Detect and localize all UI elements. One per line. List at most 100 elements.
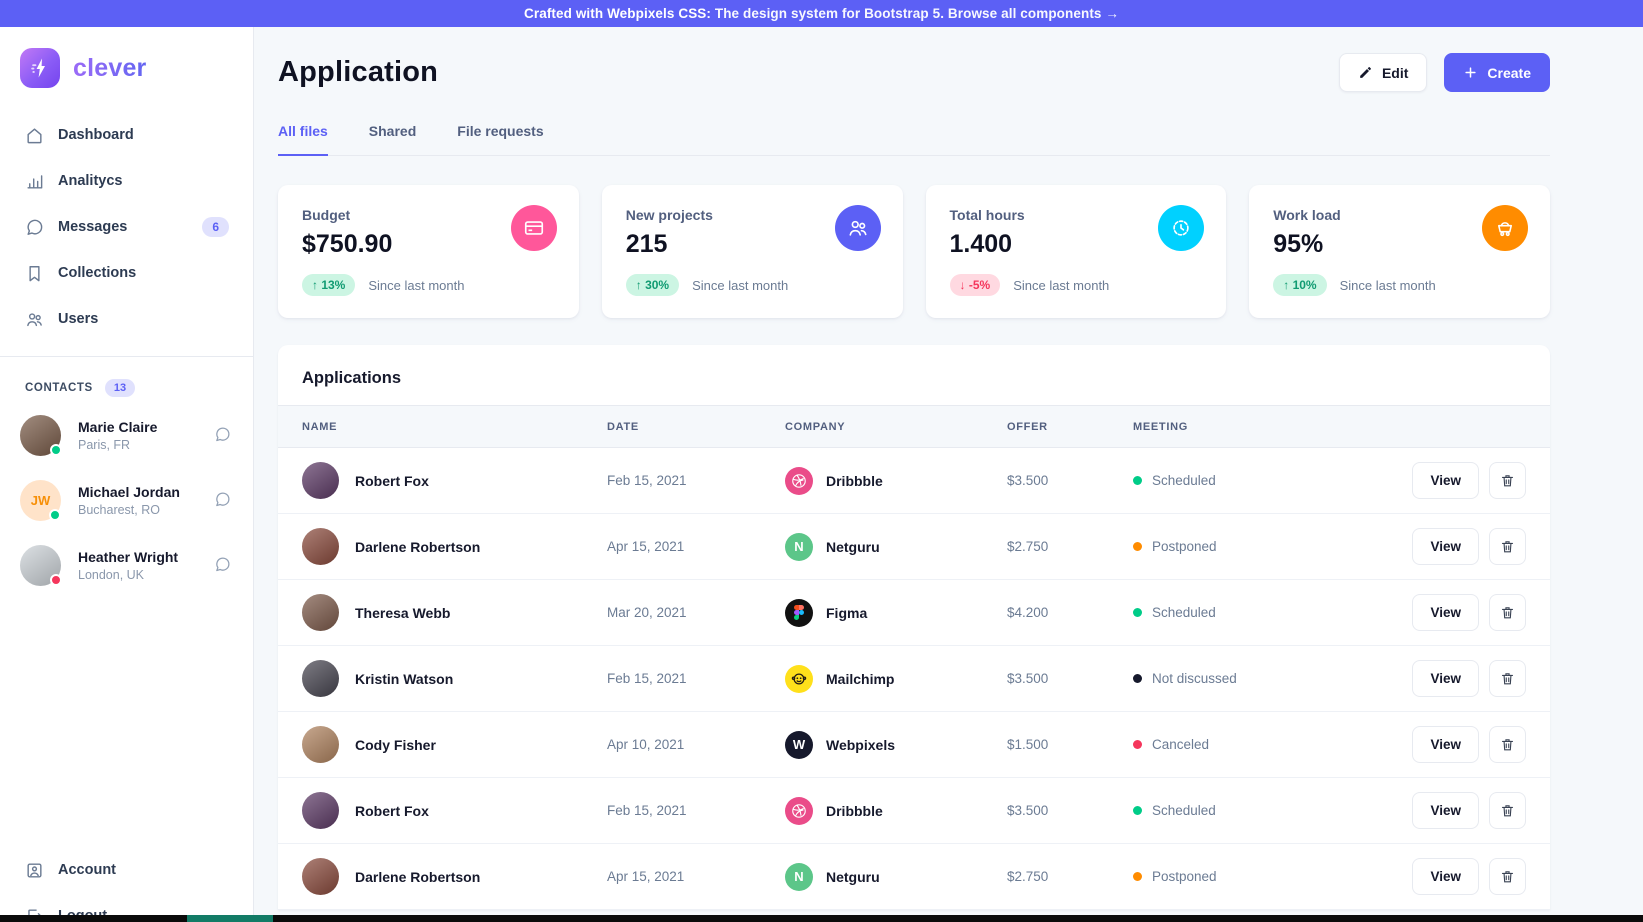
contact-name: Marie Claire <box>78 419 158 435</box>
trash-icon <box>1501 739 1514 751</box>
stat-value: 1.400 <box>949 230 1013 258</box>
webpixels-logo-icon: W <box>785 730 813 759</box>
view-button[interactable]: View <box>1412 462 1479 499</box>
company-name: Figma <box>826 604 868 621</box>
delete-button[interactable] <box>1489 660 1526 697</box>
application-date: Apr 15, 2021 <box>607 539 685 554</box>
avatar <box>302 858 339 895</box>
sidebar-item-dashboard[interactable]: Dashboard <box>0 112 253 158</box>
application-date: Feb 15, 2021 <box>607 671 687 686</box>
stat-card-work-load: Work load 95% ↑ 10% Since last month <box>1249 185 1550 318</box>
cart-icon <box>1482 205 1528 251</box>
promo-banner[interactable]: Crafted with Webpixels CSS: The design s… <box>0 0 1643 27</box>
status-dot <box>1133 872 1142 881</box>
tab-bar: All files Shared File requests <box>278 123 1550 156</box>
offer-amount: $1.500 <box>1007 737 1049 752</box>
chat-icon <box>27 219 43 235</box>
status-dot <box>1133 608 1142 617</box>
sidebar-item-account[interactable]: Account <box>0 847 253 893</box>
avatar <box>302 726 339 763</box>
stat-delta-badge: ↑ 10% <box>1273 274 1327 296</box>
delete-button[interactable] <box>1489 726 1526 763</box>
view-button[interactable]: View <box>1412 594 1479 631</box>
netguru-logo-icon: N <box>785 532 813 561</box>
meeting-status: Scheduled <box>1152 803 1216 818</box>
create-button-label: Create <box>1487 64 1531 81</box>
tab-all-files[interactable]: All files <box>278 123 328 156</box>
presence-dot <box>50 574 62 586</box>
avatar <box>302 660 339 697</box>
taskbar-strip <box>0 915 1643 922</box>
applicant-name: Kristin Watson <box>355 670 454 687</box>
trash-icon <box>1501 871 1514 883</box>
contact-name: Heather Wright <box>78 549 179 565</box>
application-date: Feb 15, 2021 <box>607 803 687 818</box>
table-row: Darlene Robertson Apr 15, 2021 N Netguru… <box>278 844 1550 910</box>
tab-file-requests[interactable]: File requests <box>457 123 544 139</box>
column-header-name: NAME <box>302 420 338 433</box>
chat-bubble-icon <box>216 426 230 441</box>
application-date: Apr 10, 2021 <box>607 737 685 752</box>
brand-bolt-icon[interactable] <box>20 48 60 88</box>
sidebar-item-users[interactable]: Users <box>0 296 253 342</box>
applicant-name: Darlene Robertson <box>355 538 481 555</box>
view-button[interactable]: View <box>1412 528 1479 565</box>
contact-item[interactable]: JW Michael Jordan Bucharest, RO <box>0 468 253 533</box>
stat-label: New projects <box>625 207 713 223</box>
contacts-header: CONTACTS 13 <box>0 357 253 403</box>
messages-badge: 6 <box>202 217 229 237</box>
sidebar-item-label: Collections <box>58 265 137 281</box>
view-button[interactable]: View <box>1412 726 1479 763</box>
meeting-status: Canceled <box>1152 737 1210 752</box>
applicant-name: Cody Fisher <box>355 736 436 753</box>
contact-chat-button[interactable] <box>214 426 231 446</box>
contact-chat-button[interactable] <box>214 556 231 576</box>
column-header-offer: OFFER <box>1007 420 1048 433</box>
offer-amount: $2.750 <box>1007 539 1049 554</box>
delete-button[interactable] <box>1489 594 1526 631</box>
create-button[interactable]: Create <box>1444 53 1550 92</box>
contact-item[interactable]: Marie Claire Paris, FR <box>0 403 253 468</box>
stat-card-budget: Budget $750.90 ↑ 13% Since last month <box>278 185 579 318</box>
pencil-icon <box>1360 67 1371 78</box>
dribbble-logo-icon <box>785 466 813 495</box>
stat-delta-badge: ↑ 30% <box>625 274 680 296</box>
application-date: Feb 15, 2021 <box>607 473 687 488</box>
bar-chart-icon <box>27 174 43 189</box>
status-dot <box>1133 542 1142 551</box>
trash-icon <box>1501 805 1514 817</box>
promo-banner-bold: Crafted with Webpixels CSS: <box>524 6 711 21</box>
company-name: Dribbble <box>826 802 883 819</box>
sidebar-item-messages[interactable]: Messages 6 <box>0 204 253 250</box>
dribbble-logo-icon <box>785 796 813 825</box>
team-icon <box>834 205 881 251</box>
status-dot <box>1133 740 1142 749</box>
delete-button[interactable] <box>1489 858 1526 895</box>
table-row: Robert Fox Feb 15, 2021 Dribbble $3.500 … <box>278 778 1550 844</box>
stat-label: Work load <box>1273 207 1341 223</box>
applicant-name: Theresa Webb <box>355 604 451 621</box>
presence-dot <box>49 508 61 521</box>
edit-button[interactable]: Edit <box>1338 53 1428 92</box>
contact-item[interactable]: Heather Wright London, UK <box>0 533 253 598</box>
delete-button[interactable] <box>1489 528 1526 565</box>
tab-shared[interactable]: Shared <box>368 123 417 139</box>
sidebar-item-label: Dashboard <box>58 127 134 143</box>
company-name: Webpixels <box>826 736 895 753</box>
sidebar-item-collections[interactable]: Collections <box>0 250 253 296</box>
view-button[interactable]: View <box>1412 660 1479 697</box>
delete-button[interactable] <box>1489 462 1526 499</box>
offer-amount: $3.500 <box>1007 671 1049 686</box>
sidebar-nav: Dashboard Analitycs Messages 6 Collectio… <box>0 112 253 342</box>
applicant-name: Robert Fox <box>355 472 429 489</box>
contact-chat-button[interactable] <box>214 491 231 511</box>
applicant-name: Robert Fox <box>355 802 429 819</box>
application-date: Mar 20, 2021 <box>607 605 687 620</box>
column-header-date: DATE <box>607 420 639 433</box>
sidebar-item-label: Account <box>58 862 116 878</box>
view-button[interactable]: View <box>1412 858 1479 895</box>
delete-button[interactable] <box>1489 792 1526 829</box>
view-button[interactable]: View <box>1412 792 1479 829</box>
sidebar-item-analitycs[interactable]: Analitycs <box>0 158 253 204</box>
